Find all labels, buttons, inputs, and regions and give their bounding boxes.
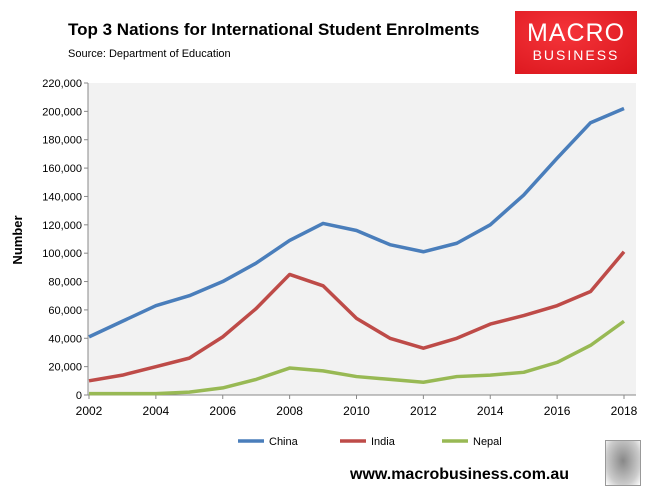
y-axis-label: Number: [10, 215, 25, 264]
logo-line2: BUSINESS: [532, 47, 620, 63]
legend-label-china: China: [269, 436, 299, 448]
logo-line1: MACRO: [526, 19, 626, 47]
chart-title: Top 3 Nations for International Student …: [68, 20, 480, 39]
y-tick-label: 60,000: [48, 305, 82, 317]
y-tick-label: 180,000: [42, 135, 82, 147]
y-tick-label: 20,000: [48, 362, 82, 374]
x-tick-label: 2014: [477, 404, 504, 418]
x-tick-label: 2012: [410, 404, 437, 418]
macrobusiness-logo: MACRO BUSINESS: [515, 11, 637, 74]
x-tick-label: 2008: [276, 404, 303, 418]
y-tick-label: 140,000: [42, 191, 82, 203]
y-tick-label: 80,000: [48, 277, 82, 289]
x-tick-label: 2004: [143, 404, 170, 418]
chart-subtitle: Source: Department of Education: [68, 48, 231, 60]
y-tick-label: 120,000: [42, 220, 82, 232]
x-tick-label: 2010: [343, 404, 370, 418]
y-tick-label: 40,000: [48, 333, 82, 345]
wolf-logo-icon: [605, 440, 641, 486]
legend-label-india: India: [371, 436, 396, 448]
y-tick-label: 220,000: [42, 78, 82, 90]
y-tick-label: 100,000: [42, 248, 82, 260]
x-tick-label: 2016: [544, 404, 571, 418]
legend-label-nepal: Nepal: [473, 436, 502, 448]
y-tick-label: 200,000: [42, 106, 82, 118]
y-tick-label: 0: [76, 390, 82, 402]
plot-area: [88, 83, 636, 395]
x-tick-label: 2002: [76, 404, 103, 418]
y-tick-label: 160,000: [42, 163, 82, 175]
x-tick-label: 2018: [611, 404, 638, 418]
footer-url: www.macrobusiness.com.au: [350, 466, 570, 483]
x-tick-label: 2006: [209, 404, 236, 418]
